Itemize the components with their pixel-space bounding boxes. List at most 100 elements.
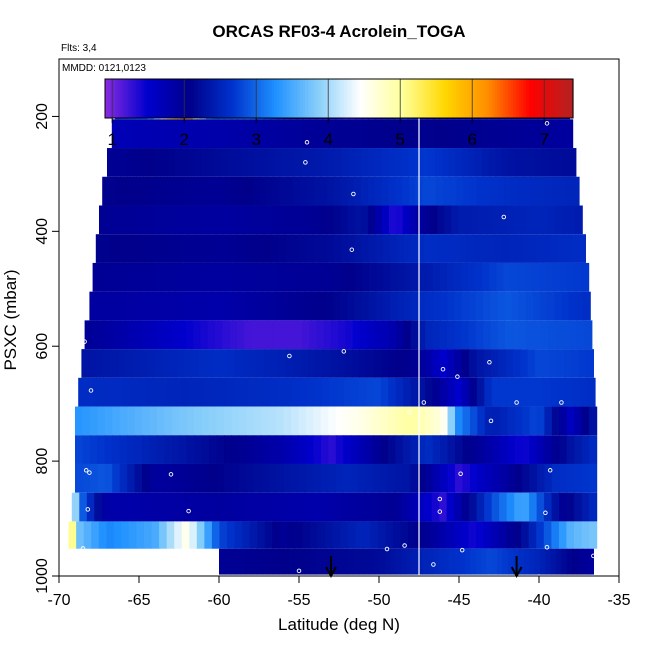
curtain-cell [562, 320, 571, 350]
curtain-cell [179, 463, 188, 493]
curtain-cell [146, 291, 155, 321]
colorbar-cell [560, 79, 564, 118]
curtain-cell [477, 463, 486, 493]
curtain-cell [492, 406, 501, 436]
curtain-cell [439, 492, 448, 522]
curtain-cell [248, 262, 257, 292]
curtain-cell [171, 463, 180, 493]
curtain-cell [529, 435, 538, 464]
colorbar-cell [206, 79, 210, 118]
curtain-cell [314, 148, 322, 177]
curtain-cell [200, 234, 209, 263]
curtain-cell [305, 262, 313, 292]
sample-point-marker [458, 471, 463, 476]
curtain-cell [330, 320, 339, 350]
curtain-cell [401, 492, 410, 522]
curtain-cell [544, 176, 553, 206]
curtain-cell [244, 320, 252, 350]
curtain-cell [403, 320, 412, 350]
colorbar-cell [411, 79, 415, 118]
curtain-cell [364, 492, 373, 522]
colorbar-cell [268, 79, 272, 118]
colorbar-cell [489, 79, 493, 118]
curtain-cell [381, 349, 390, 378]
curtain-cell [223, 119, 231, 149]
colorbar-cell [128, 79, 132, 118]
curtain-cell [154, 492, 163, 522]
curtain-cell [460, 521, 469, 549]
plot-frame [58, 58, 620, 577]
curtain-cell [395, 377, 404, 407]
colorbar-cell [510, 79, 514, 118]
curtain-cell [435, 176, 444, 206]
curtain-cell [211, 176, 219, 206]
colorbar-cell [549, 79, 553, 118]
curtain-cell [186, 320, 194, 350]
curtain-cell [182, 291, 191, 321]
curtain-cell [497, 548, 504, 575]
curtain-cell [561, 291, 570, 321]
curtain-cell [392, 521, 402, 549]
curtain-cell [296, 492, 305, 522]
curtain-cell [339, 291, 348, 321]
curtain-cell [521, 492, 530, 522]
curtain-cell [542, 148, 550, 177]
curtain-cell [403, 377, 412, 407]
curtain-cell [354, 262, 363, 292]
curtain-cell [282, 291, 291, 321]
curtain-cell [276, 463, 285, 493]
curtain-cell [498, 349, 507, 378]
curtain-cell [432, 435, 441, 464]
curtain-cell [545, 548, 552, 575]
curtain-cell [205, 349, 214, 378]
curtain-cell [555, 320, 564, 350]
colorbar-cell [305, 79, 309, 118]
colorbar-cell [456, 79, 460, 118]
curtain-cell [520, 205, 528, 235]
curtain-cell [423, 205, 431, 235]
curtain-cell [394, 148, 403, 177]
curtain-cell [536, 463, 546, 493]
curtain-cell [468, 262, 476, 292]
curtain-cell [224, 406, 233, 436]
colorbar-tick-label: 5 [395, 130, 404, 149]
curtain-cell [408, 148, 416, 177]
curtain-cell [112, 435, 121, 464]
curtain-cell [120, 148, 128, 177]
colorbar-cell [344, 79, 348, 118]
curtain-cell [242, 349, 251, 378]
colorbar-cell [375, 79, 379, 118]
curtain-cell [361, 205, 369, 235]
curtain-cell [235, 548, 241, 575]
colorbar-cell [315, 79, 319, 118]
curtain-cell [225, 377, 234, 407]
curtain-cell [543, 521, 552, 549]
curtain-cell [381, 148, 389, 177]
colorbar-cell [341, 79, 345, 118]
curtain-cell [168, 291, 176, 321]
curtain-cell [425, 262, 434, 292]
curtain-cell [454, 320, 462, 350]
curtain-cell [425, 377, 434, 407]
curtain-cell [113, 521, 122, 549]
colorbar-cell [534, 79, 538, 118]
curtain-cell [540, 205, 549, 235]
curtain-cell [309, 548, 316, 575]
curtain-cell [560, 262, 568, 292]
curtain-cell [347, 205, 356, 235]
colorbar-cell [211, 79, 215, 118]
curtain-cell [167, 148, 175, 177]
curtain-cell [341, 148, 349, 177]
curtain-cell [177, 119, 185, 149]
curtain-cell [103, 349, 112, 378]
curtain-cell [447, 406, 456, 436]
curtain-cell [194, 148, 202, 177]
curtain-cell [368, 119, 376, 149]
curtain-cell [522, 406, 531, 436]
colorbar-cell [500, 79, 504, 118]
curtain-cell [160, 291, 169, 321]
curtain-cell [536, 435, 546, 464]
curtain-cell [119, 406, 128, 436]
curtain-cell [153, 291, 162, 321]
sample-point-marker [407, 410, 412, 415]
